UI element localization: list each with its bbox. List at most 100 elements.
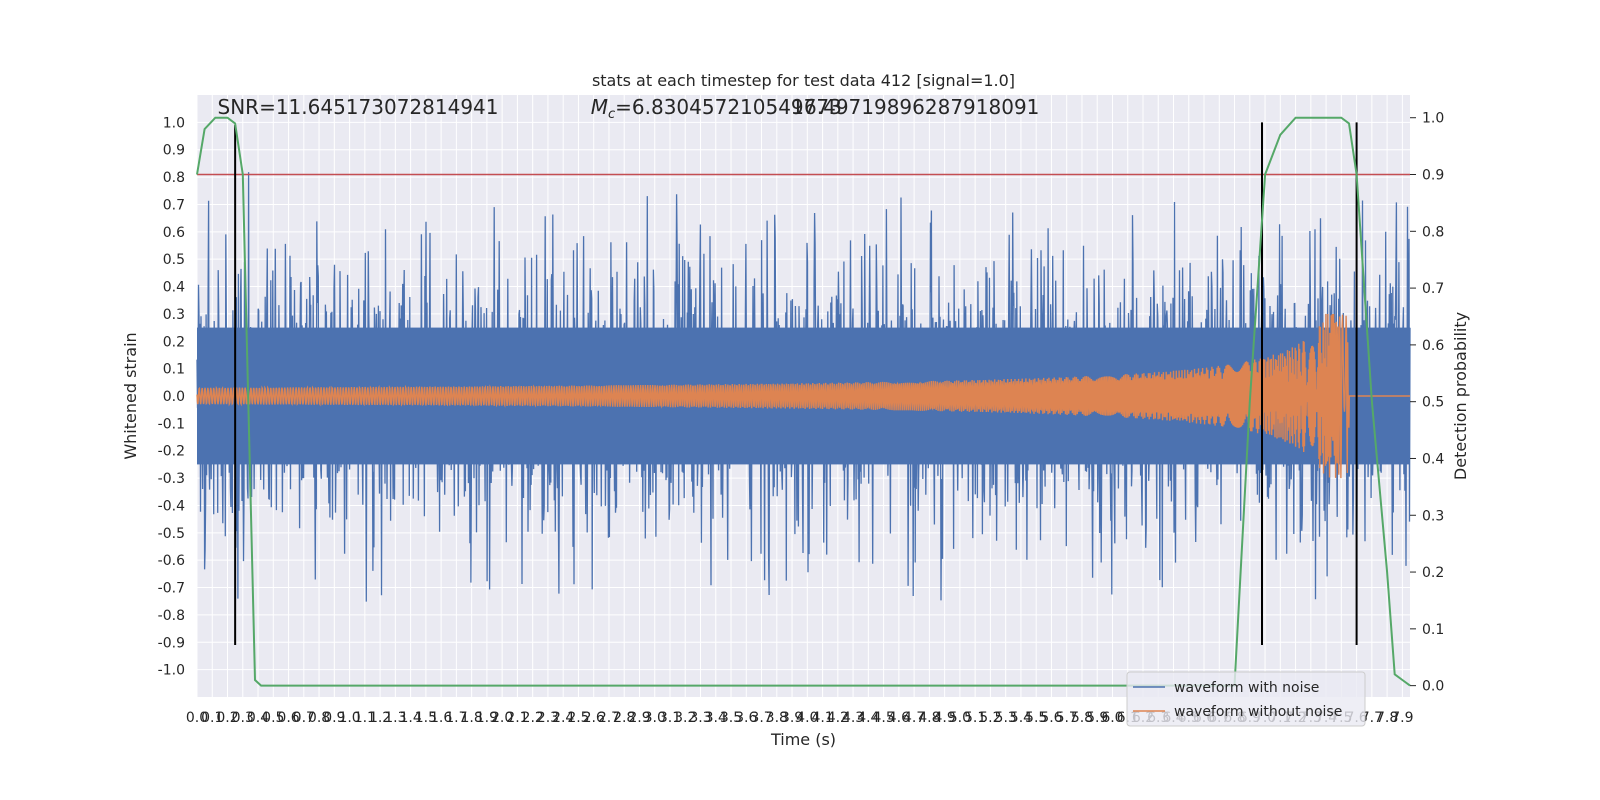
y-right-tick-label: 0.0 — [1422, 679, 1444, 695]
x-tick-label: 1.3 — [384, 710, 406, 726]
y-tick-label: 0.9 — [163, 143, 185, 159]
y-right-tick-label: 0.6 — [1422, 338, 1444, 354]
x-tick-label: 3.3 — [689, 710, 711, 726]
x-tick-label: 3.8 — [766, 710, 788, 726]
x-tick-label: 4.1 — [811, 710, 833, 726]
x-tick-label: 2.6 — [583, 710, 605, 726]
legend-box — [1126, 671, 1366, 727]
x-tick-label: 5.6 — [1040, 710, 1062, 726]
x-tick-label: 6.0 — [1101, 710, 1123, 726]
x-tick-label: 1.8 — [461, 710, 483, 726]
mc-symbol: M — [591, 95, 608, 119]
x-tick-label: 4.8 — [918, 710, 940, 726]
x-tick-label: 5.1 — [964, 710, 986, 726]
x-tick-label: 4.3 — [842, 710, 864, 726]
x-tick-label: 4.5 — [872, 710, 894, 726]
series-detection-probability — [196, 116, 1411, 687]
x-tick-label: 0.9 — [323, 710, 345, 726]
x-tick-label: 3.7 — [750, 710, 772, 726]
y-tick-label: -0.2 — [158, 444, 185, 460]
legend-label-noise: waveform with noise — [1174, 680, 1319, 696]
x-tick-label: 1.9 — [476, 710, 498, 726]
legend: waveform with noise waveform without noi… — [1126, 671, 1366, 727]
x-tick-label: 5.9 — [1086, 710, 1108, 726]
x-tick-label: 3.4 — [705, 710, 727, 726]
x-tick-label: 2.3 — [537, 710, 559, 726]
chart-title: stats at each timestep for test data 412… — [592, 71, 1015, 90]
x-tick-label: 2.0 — [491, 710, 513, 726]
legend-label-clean: waveform without noise — [1174, 704, 1342, 720]
x-axis-label: Time (s) — [770, 730, 836, 749]
x-tick-label: 5.7 — [1056, 710, 1078, 726]
y-tick-label: 0.7 — [163, 197, 185, 213]
x-tick-label: 4.6 — [888, 710, 910, 726]
x-tick-label: 2.1 — [506, 710, 528, 726]
y-tick-label: -0.4 — [158, 498, 185, 514]
y-axis-label-left: Whitened strain — [121, 332, 140, 459]
x-tick-label: 0.4 — [247, 710, 269, 726]
y-tick-label: 0.0 — [163, 389, 185, 405]
y-tick-label: -0.5 — [158, 526, 185, 542]
x-tick-label: 7.8 — [1376, 710, 1398, 726]
x-tick-label: 3.0 — [644, 710, 666, 726]
y-tick-label: 0.6 — [163, 225, 185, 241]
y-tick-label: -0.3 — [158, 471, 185, 487]
x-tick-label: 0.2 — [216, 710, 238, 726]
y-tick-label: -0.1 — [158, 416, 185, 432]
y-right-tick-label: 0.9 — [1422, 168, 1444, 184]
x-tick-label: 1.5 — [415, 710, 437, 726]
x-tick-label: 3.6 — [735, 710, 757, 726]
x-tick-label: 2.4 — [552, 710, 574, 726]
x-tick-label: 2.7 — [598, 710, 620, 726]
x-tick-label: 3.2 — [674, 710, 696, 726]
y-right-tick-label: 0.3 — [1422, 508, 1444, 524]
y-right-tick-label: 1.0 — [1422, 111, 1444, 127]
x-tick-label: 1.1 — [354, 710, 376, 726]
mc-subscript: c — [608, 107, 615, 122]
x-tick-label: 5.8 — [1071, 710, 1093, 726]
x-tick-label: 2.8 — [613, 710, 635, 726]
y-tick-label: -0.6 — [158, 553, 185, 569]
x-tick-label: 0.0 — [186, 710, 208, 726]
y-right-tick-label: 0.2 — [1422, 565, 1444, 581]
x-tick-label: 1.0 — [338, 710, 360, 726]
x-tick-label: 5.5 — [1025, 710, 1047, 726]
x-tick-label: 5.4 — [1010, 710, 1032, 726]
x-tick-label: 4.0 — [796, 710, 818, 726]
y-tick-label: 0.3 — [163, 307, 185, 323]
y-tick-label: 0.1 — [163, 362, 185, 378]
x-tick-label: 4.7 — [903, 710, 925, 726]
x-tick-label: 4.4 — [857, 710, 879, 726]
x-tick-label: 1.4 — [399, 710, 421, 726]
y-tick-label: -1.0 — [158, 663, 185, 679]
clean-trace — [196, 313, 1410, 479]
mc-value: =6.830457210549773 — [615, 95, 842, 119]
x-tick-label: 1.7 — [445, 710, 467, 726]
x-tick-label: 5.2 — [979, 710, 1001, 726]
y-right-tick-label: 0.8 — [1422, 224, 1444, 240]
x-tick-label: 5.0 — [949, 710, 971, 726]
y-tick-label: -0.9 — [158, 635, 185, 651]
x-tick-label: 3.1 — [659, 710, 681, 726]
y-axis-left-ticks: 1.0 0.9 0.8 0.7 0.6 0.5 0.4 0.3 0.2 0.1 0.0 -0.1 -0.… — [158, 115, 185, 678]
y-right-tick-label: 0.5 — [1422, 395, 1444, 411]
y-tick-label: -0.8 — [158, 608, 185, 624]
x-tick-label: 2.5 — [567, 710, 589, 726]
x-tick-label: 4.2 — [827, 710, 849, 726]
y-right-tick-label: 0.7 — [1422, 281, 1444, 297]
mc-annotation: Mc=6.830457210549773 — [591, 95, 842, 122]
annotations: SNR=11.645173072814941 Mc=6.830457210549… — [218, 95, 1040, 122]
x-tick-label: 3.5 — [720, 710, 742, 726]
y-tick-label: 0.8 — [163, 170, 185, 186]
x-tick-label: 0.6 — [277, 710, 299, 726]
y-axis-label-right: Detection probability — [1451, 312, 1470, 480]
x-tick-label: 0.5 — [262, 710, 284, 726]
x-tick-label: 1.6 — [430, 710, 452, 726]
y-tick-label: 0.2 — [163, 334, 185, 350]
x-tick-label: 5.3 — [995, 710, 1017, 726]
y-tick-label: -0.7 — [158, 581, 185, 597]
y-axis-right-ticks: 1.0 0.9 0.8 0.7 0.6 0.5 0.4 0.3 0.2 0.1 0.0 — [1410, 111, 1444, 695]
overlap-annotation: 16.49719896287918091 — [791, 95, 1039, 119]
x-tick-label: 2.2 — [522, 710, 544, 726]
